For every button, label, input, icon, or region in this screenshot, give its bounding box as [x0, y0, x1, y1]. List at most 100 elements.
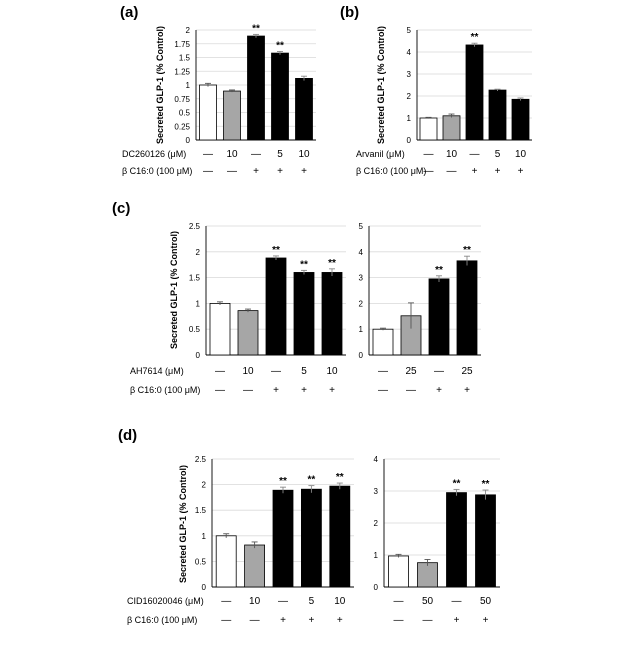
condition-value: 5: [301, 366, 307, 377]
bar-d1-1: [215, 535, 237, 588]
condition-value: +: [253, 166, 259, 177]
condition-value: 10: [326, 366, 338, 377]
bar-b-5: [511, 98, 530, 141]
condition-value: 25: [461, 366, 473, 377]
significance-marker: **: [252, 23, 260, 34]
bar-d1-4: [300, 488, 322, 588]
condition-label: CID16020046 (μM): [127, 596, 204, 606]
condition-value: —: [203, 149, 213, 160]
condition-value: —: [394, 596, 404, 607]
condition-value: —: [215, 385, 225, 396]
y-tick-label: 0.75: [174, 95, 190, 104]
condition-value: —: [424, 166, 434, 177]
y-tick-label: 4: [374, 455, 379, 464]
panel-label: (d): [118, 427, 137, 444]
condition-value: —: [278, 596, 288, 607]
bar-c2-4: [456, 260, 478, 356]
bar-d1-2: [244, 544, 266, 588]
condition-value: +: [472, 166, 478, 177]
condition-value: 5: [309, 596, 315, 607]
condition-value: 10: [334, 596, 346, 607]
y-tick-label: 1: [407, 114, 412, 123]
condition-value: —: [221, 615, 231, 626]
condition-value: —: [215, 366, 225, 377]
y-tick-label: 2: [359, 299, 364, 308]
bar-a-4: [271, 52, 289, 141]
y-tick-label: 1.5: [195, 506, 207, 515]
condition-value: 5: [495, 149, 501, 160]
condition-value: —: [447, 166, 457, 177]
condition-value: —: [424, 149, 434, 160]
bar-d1-5: [329, 485, 351, 588]
y-tick-label: 3: [374, 487, 379, 496]
significance-marker: **: [453, 478, 461, 489]
significance-marker: **: [435, 265, 443, 276]
condition-value: 10: [226, 149, 238, 160]
condition-value: 25: [405, 366, 417, 377]
significance-marker: **: [336, 472, 344, 483]
y-tick-label: 1: [374, 551, 379, 560]
bar-b-1: [419, 117, 438, 141]
bar-c2-3: [428, 278, 450, 356]
significance-marker: **: [276, 40, 284, 51]
y-tick-label: 2: [196, 248, 201, 257]
bar-c1-2: [237, 310, 259, 356]
panel-label: (c): [112, 200, 130, 217]
significance-marker: **: [300, 259, 308, 270]
y-tick-label: 0: [374, 583, 379, 592]
condition-value: +: [518, 166, 524, 177]
y-tick-label: 2: [407, 92, 412, 101]
significance-marker: **: [328, 258, 336, 269]
y-tick-label: 0.25: [174, 122, 190, 131]
bar-c1-3: [265, 257, 287, 356]
y-tick-label: 5: [407, 26, 412, 35]
panel-label: (a): [120, 4, 138, 21]
condition-value: —: [250, 615, 260, 626]
y-tick-label: 2.5: [189, 222, 201, 231]
condition-label: β C16:0 (100 μM): [122, 166, 192, 176]
y-tick-label: 4: [359, 248, 364, 257]
significance-marker: **: [463, 245, 471, 256]
condition-value: 50: [480, 596, 492, 607]
condition-value: —: [271, 366, 281, 377]
y-tick-label: 5: [359, 222, 364, 231]
condition-value: 10: [249, 596, 261, 607]
y-axis-title: Secreted GLP-1 (% Control): [178, 465, 188, 583]
condition-label: AH7614 (μM): [130, 366, 184, 376]
y-tick-label: 1: [196, 299, 201, 308]
condition-value: +: [301, 385, 307, 396]
condition-value: —: [452, 596, 462, 607]
y-tick-label: 0: [196, 351, 201, 360]
condition-value: —: [394, 615, 404, 626]
y-tick-label: 1.75: [174, 40, 190, 49]
condition-label: β C16:0 (100 μM): [356, 166, 426, 176]
condition-value: 10: [298, 149, 310, 160]
bar-d1-3: [272, 489, 294, 588]
significance-marker: **: [482, 479, 490, 490]
condition-value: —: [243, 385, 253, 396]
condition-value: +: [495, 166, 501, 177]
condition-value: —: [227, 166, 237, 177]
condition-label: β C16:0 (100 μM): [127, 615, 197, 625]
significance-marker: **: [471, 32, 479, 43]
y-tick-label: 0.5: [195, 557, 207, 566]
y-tick-label: 2: [186, 26, 191, 35]
condition-value: +: [454, 615, 460, 626]
bar-d2-4: [475, 494, 496, 588]
condition-value: —: [203, 166, 213, 177]
condition-value: +: [280, 615, 286, 626]
y-tick-label: 2: [202, 481, 207, 490]
bar-b-4: [488, 89, 507, 141]
y-axis-title: Secreted GLP-1 (% Control): [169, 231, 179, 349]
condition-value: —: [406, 385, 416, 396]
bar-b-2: [442, 115, 461, 141]
condition-value: +: [308, 615, 314, 626]
condition-value: 10: [446, 149, 458, 160]
condition-value: 10: [242, 366, 254, 377]
significance-marker: **: [279, 476, 287, 487]
y-axis-title: Secreted GLP-1 (% Control): [155, 26, 165, 144]
y-tick-label: 3: [407, 70, 412, 79]
y-tick-label: 0.5: [179, 109, 191, 118]
y-axis-title: Secreted GLP-1 (% Control): [376, 26, 386, 144]
